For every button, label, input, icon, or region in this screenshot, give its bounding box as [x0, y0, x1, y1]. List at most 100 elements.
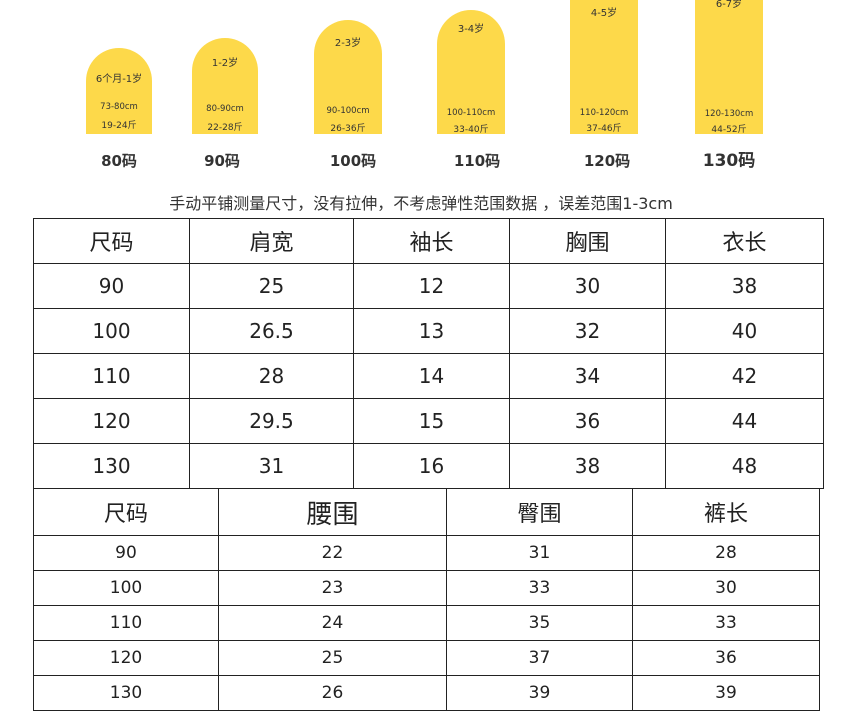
age-label: 2-3岁: [334, 38, 362, 49]
size-card: 6-7岁 120-130cm 44-52斤: [695, 0, 763, 135]
table-cell: 25: [189, 263, 354, 309]
weight-range: 37-46斤: [586, 124, 622, 134]
table-row: 90 25 12 30 38: [33, 263, 824, 309]
table-cell: 15: [353, 398, 510, 444]
table-cell: 39: [446, 675, 633, 711]
age-label: 6个月-1岁: [95, 74, 143, 85]
table-cell: 130: [33, 443, 190, 489]
table-cell: 13: [353, 308, 510, 354]
header-cell: 袖长: [353, 218, 510, 264]
table-cell: 22: [218, 535, 447, 571]
header-cell: 尺码: [33, 218, 190, 264]
table-cell: 90: [33, 535, 219, 571]
table-cell: 39: [632, 675, 820, 711]
table-header-row: 尺码 腰围 臀围 裤长: [33, 488, 820, 536]
weight-range: 22-28斤: [207, 123, 243, 133]
age-label: 4-5岁: [590, 8, 618, 19]
bottom-size-table: 尺码 腰围 臀围 裤长 90 22 31 28 100 23 33 30 110…: [33, 488, 820, 711]
weight-range: 26-36斤: [330, 124, 366, 134]
height-range: 100-110cm: [446, 108, 496, 118]
table-cell: 26: [218, 675, 447, 711]
size-code: 100码: [329, 152, 377, 170]
table-cell: 32: [509, 308, 666, 354]
table-cell: 23: [218, 570, 447, 606]
table-cell: 34: [509, 353, 666, 399]
table-row: 100 23 33 30: [33, 570, 820, 606]
table-row: 130 26 39 39: [33, 675, 820, 711]
height-range: 80-90cm: [206, 104, 244, 114]
header-cell: 臀围: [446, 488, 633, 536]
size-card: 2-3岁 90-100cm 26-36斤: [314, 20, 382, 134]
table-cell: 40: [665, 308, 824, 354]
header-cell: 尺码: [33, 488, 219, 536]
size-code: 90码: [204, 152, 240, 170]
size-card: 1-2岁 80-90cm 22-28斤: [192, 38, 258, 134]
table-cell: 90: [33, 263, 190, 309]
header-cell: 衣长: [665, 218, 824, 264]
table-cell: 31: [446, 535, 633, 571]
table-cell: 14: [353, 353, 510, 399]
table-cell: 28: [632, 535, 820, 571]
table-row: 130 31 16 38 48: [33, 443, 824, 489]
size-code: 120码: [583, 152, 631, 170]
table-cell: 12: [353, 263, 510, 309]
size-code: 130码: [702, 151, 756, 171]
table-cell: 100: [33, 570, 219, 606]
table-row: 90 22 31 28: [33, 535, 820, 571]
table-cell: 31: [189, 443, 354, 489]
table-cell: 30: [632, 570, 820, 606]
height-range: 120-130cm: [704, 109, 754, 119]
size-card: 3-4岁 100-110cm 33-40斤: [437, 10, 505, 135]
table-cell: 26.5: [189, 308, 354, 354]
weight-range: 44-52斤: [711, 125, 747, 135]
header-cell: 裤长: [632, 488, 820, 536]
table-cell: 33: [632, 605, 820, 641]
table-row: 100 26.5 13 32 40: [33, 308, 824, 354]
age-label: 1-2岁: [211, 58, 239, 69]
table-cell: 35: [446, 605, 633, 641]
measurement-note: 手动平铺测量尺寸，没有拉伸，不考虑弹性范围数据 ，误差范围1-3cm: [169, 194, 673, 213]
header-cell: 胸围: [509, 218, 666, 264]
weight-range: 19-24斤: [101, 121, 137, 131]
table-cell: 16: [353, 443, 510, 489]
table-header-row: 尺码 肩宽 袖长 胸围 衣长: [33, 218, 824, 264]
table-cell: 120: [33, 398, 190, 444]
top-size-table: 尺码 肩宽 袖长 胸围 衣长 90 25 12 30 38 100 26.5 1…: [33, 218, 824, 489]
table-cell: 24: [218, 605, 447, 641]
height-range: 110-120cm: [579, 108, 629, 118]
table-cell: 44: [665, 398, 824, 444]
table-row: 110 28 14 34 42: [33, 353, 824, 399]
size-code: 110码: [453, 152, 501, 170]
weight-range: 33-40斤: [453, 125, 489, 135]
age-label: 3-4岁: [457, 24, 485, 35]
table-cell: 120: [33, 640, 219, 676]
table-cell: 42: [665, 353, 824, 399]
table-cell: 37: [446, 640, 633, 676]
height-range: 90-100cm: [326, 106, 370, 116]
table-cell: 38: [665, 263, 824, 309]
size-card: 4-5岁 110-120cm 37-46斤: [570, 0, 638, 134]
table-row: 110 24 35 33: [33, 605, 820, 641]
table-cell: 110: [33, 605, 219, 641]
table-cell: 100: [33, 308, 190, 354]
height-range: 73-80cm: [100, 102, 138, 112]
table-cell: 29.5: [189, 398, 354, 444]
size-guide-cards: 6个月-1岁 73-80cm 19-24斤 1-2岁 80-90cm 22-28…: [0, 0, 842, 180]
header-cell: 腰围: [218, 488, 447, 536]
table-row: 120 25 37 36: [33, 640, 820, 676]
age-label: 6-7岁: [715, 0, 743, 10]
table-cell: 25: [218, 640, 447, 676]
table-cell: 36: [632, 640, 820, 676]
table-cell: 130: [33, 675, 219, 711]
table-cell: 110: [33, 353, 190, 399]
size-card: 6个月-1岁 73-80cm 19-24斤: [86, 48, 152, 134]
table-cell: 28: [189, 353, 354, 399]
table-cell: 30: [509, 263, 666, 309]
table-cell: 48: [665, 443, 824, 489]
header-cell: 肩宽: [189, 218, 354, 264]
table-cell: 33: [446, 570, 633, 606]
size-code: 80码: [101, 152, 137, 170]
table-cell: 36: [509, 398, 666, 444]
table-cell: 38: [509, 443, 666, 489]
table-row: 120 29.5 15 36 44: [33, 398, 824, 444]
